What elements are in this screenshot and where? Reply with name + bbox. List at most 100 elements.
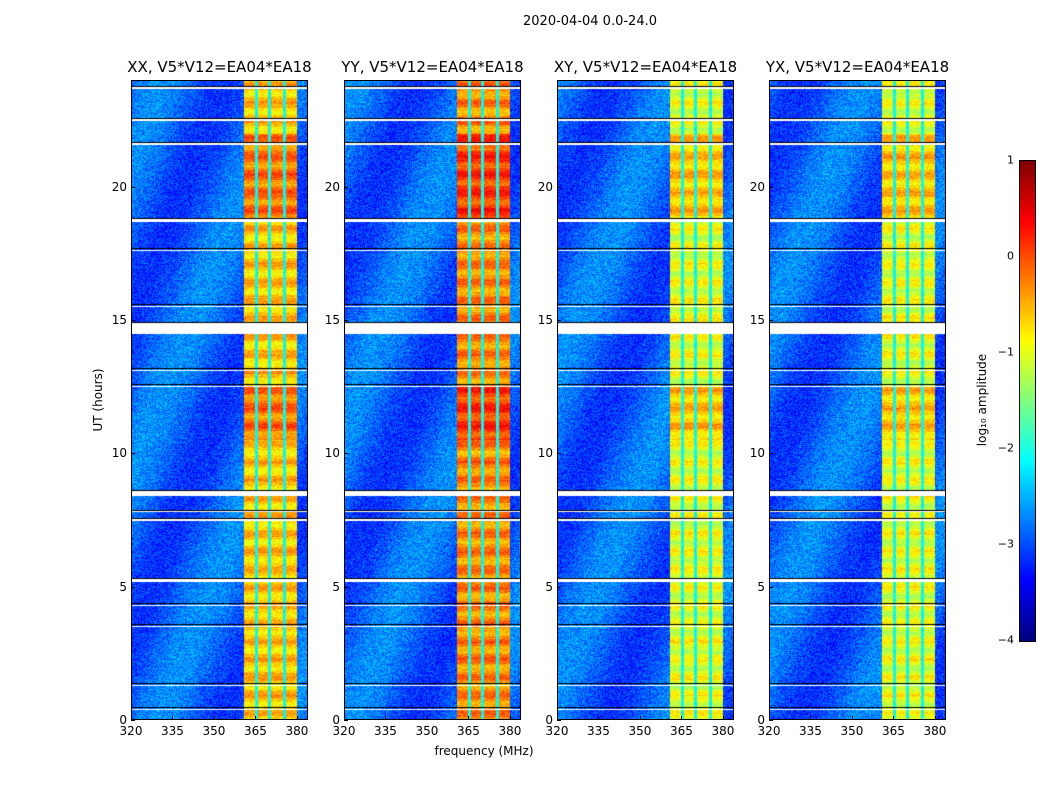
colorbar-tick-label: 1 [1007, 153, 1014, 167]
x-tick-mark [722, 716, 724, 720]
panel-1: XX, V5*V12=EA04*EA18 0 5 10 15 20 320 335 350 365… [112, 58, 312, 738]
y-tick-mark [769, 320, 773, 321]
spectrogram-heatmap [557, 80, 734, 720]
axes-frame [344, 80, 521, 720]
y-tick-label: 0 [545, 713, 553, 727]
y-tick-label: 20 [111, 179, 127, 194]
y-tick-mark [131, 186, 135, 188]
y-tick-mark [769, 453, 773, 455]
panel-title: XY, V5*V12=EA04*EA18 [553, 58, 738, 76]
x-tick-label: 365 [244, 724, 267, 738]
x-tick-label: 350 [415, 724, 439, 738]
y-tick-mark [131, 320, 135, 321]
y-tick-label: 15 [749, 313, 765, 327]
y-tick-mark [344, 453, 348, 455]
y-tick-mark [131, 453, 135, 455]
y-tick-label: 10 [537, 446, 553, 461]
colorbar-label: log₁₀ amplitude [975, 353, 989, 447]
panel-title: XX, V5*V12=EA04*EA18 [127, 58, 312, 76]
x-tick-mark [344, 716, 345, 720]
spectrogram-heatmap [769, 80, 946, 720]
x-tick-label: 320 [332, 724, 356, 738]
y-tick-mark [344, 186, 348, 188]
x-tick-label: 335 [161, 724, 184, 738]
y-tick-label: 5 [332, 579, 340, 594]
x-tick-label: 320 [545, 724, 569, 738]
x-tick-label: 350 [202, 724, 226, 738]
y-tick-mark [557, 186, 561, 188]
x-tick-label: 335 [587, 724, 610, 738]
figure-title: 2020-04-04 0.0-24.0 [523, 14, 657, 29]
x-tick-label: 350 [840, 724, 864, 738]
spectrogram-heatmap [131, 80, 308, 720]
y-axis-label: UT (hours) [91, 368, 105, 432]
y-tick-label: 0 [119, 713, 127, 727]
x-tick-mark [296, 716, 298, 720]
x-tick-mark [598, 716, 600, 720]
x-tick-mark [934, 716, 936, 720]
x-tick-mark [557, 716, 558, 720]
x-tick-mark [769, 716, 770, 720]
x-tick-label: 335 [374, 724, 397, 738]
y-tick-label: 10 [111, 446, 127, 461]
y-tick-label: 0 [332, 713, 340, 727]
y-tick-label: 5 [545, 579, 553, 594]
axes-frame [131, 80, 308, 720]
colorbar [1019, 160, 1036, 642]
colorbar-tick-label: −2 [997, 441, 1014, 455]
x-tick-label: 320 [757, 724, 781, 738]
y-tick-label: 5 [757, 579, 765, 594]
axes-frame [769, 80, 946, 720]
y-tick-mark [131, 720, 135, 721]
spectrogram-heatmap [344, 80, 521, 720]
x-tick-mark [893, 716, 895, 720]
y-tick-mark [131, 586, 135, 588]
y-tick-mark [344, 320, 348, 321]
x-tick-label: 365 [457, 724, 480, 738]
x-tick-mark [639, 716, 641, 720]
x-tick-label: 365 [670, 724, 693, 738]
panel-2: YY, V5*V12=EA04*EA18 0 5 10 15 20 320 335 350 365… [325, 58, 524, 738]
x-tick-mark [131, 716, 132, 720]
y-tick-mark [769, 186, 773, 188]
x-tick-mark [509, 716, 511, 720]
y-tick-mark [344, 720, 348, 721]
x-tick-label: 380 [923, 724, 947, 738]
colorbar-tick-label: 0 [1007, 249, 1014, 263]
y-tick-label: 20 [749, 179, 765, 194]
x-tick-label: 320 [119, 724, 143, 738]
y-tick-mark [557, 586, 561, 588]
x-tick-mark [681, 716, 683, 720]
x-tick-label: 380 [285, 724, 309, 738]
x-tick-label: 365 [882, 724, 905, 738]
y-tick-label: 15 [111, 313, 127, 327]
y-tick-label: 10 [324, 446, 340, 461]
y-tick-label: 20 [324, 179, 340, 194]
x-tick-mark [851, 716, 853, 720]
x-tick-mark [213, 716, 215, 720]
colorbar-tick-label: −1 [997, 345, 1014, 359]
y-tick-mark [769, 586, 773, 588]
panel-4: YX, V5*V12=EA04*EA18 0 5 10 15 20 320 335 350 365… [750, 58, 949, 738]
y-tick-mark [557, 453, 561, 455]
y-tick-mark [557, 320, 561, 321]
colorbar-tick-label: −4 [997, 633, 1014, 647]
y-tick-mark [769, 720, 773, 721]
x-axis-label: frequency (MHz) [434, 744, 534, 758]
x-tick-label: 335 [799, 724, 822, 738]
x-tick-mark [385, 716, 387, 720]
x-tick-mark [468, 716, 470, 720]
x-tick-label: 350 [628, 724, 652, 738]
axes-frame [557, 80, 734, 720]
y-tick-label: 0 [757, 713, 765, 727]
x-tick-mark [426, 716, 428, 720]
y-tick-label: 10 [749, 446, 765, 461]
y-tick-label: 20 [537, 179, 553, 194]
x-tick-label: 380 [498, 724, 522, 738]
panel-3: XY, V5*V12=EA04*EA18 0 5 10 15 20 320 335 350 365… [538, 58, 737, 738]
x-tick-label: 380 [711, 724, 735, 738]
colorbar-tick-label: −3 [997, 537, 1014, 551]
y-tick-label: 15 [537, 313, 553, 327]
x-tick-mark [172, 716, 174, 720]
